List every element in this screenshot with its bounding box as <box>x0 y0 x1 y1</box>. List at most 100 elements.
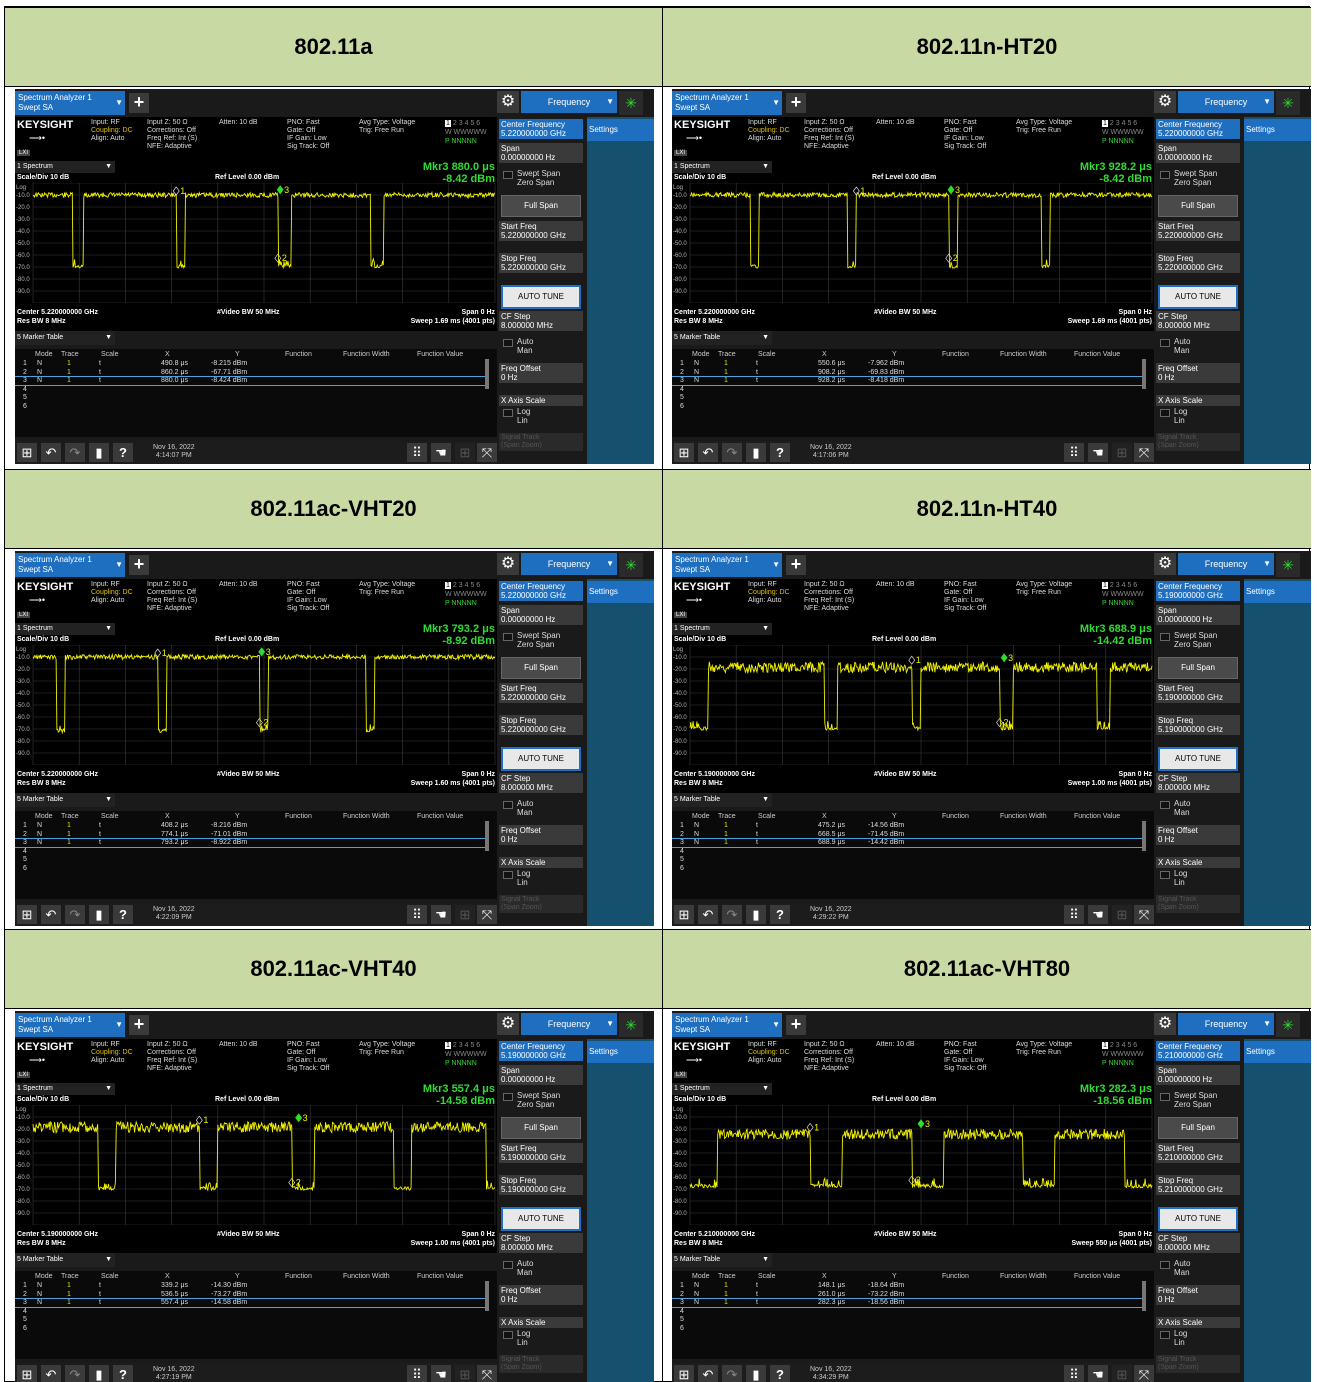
log-lin-toggle[interactable]: Log Lin <box>499 869 583 887</box>
view-selector[interactable]: 1 Spectrum ▼ <box>672 1083 772 1095</box>
marker-table-selector[interactable]: 5 Marker Table ▼ <box>672 1253 772 1267</box>
add-screen-button[interactable]: + <box>786 1015 806 1035</box>
windows-icon[interactable]: ⊞ <box>674 905 694 924</box>
windows-icon[interactable]: ⊞ <box>674 443 694 462</box>
table-row[interactable]: 5 <box>15 394 485 402</box>
add-screen-button[interactable]: + <box>129 555 149 575</box>
stop-freq-key[interactable]: Stop Freq 5.220000000 GHz <box>499 715 583 735</box>
add-screen-button[interactable]: + <box>786 555 806 575</box>
undo-icon[interactable]: ↶ <box>698 443 718 462</box>
add-screen-button[interactable]: + <box>129 93 149 113</box>
freq-offset-key[interactable]: Freq Offset 0 Hz <box>1156 363 1240 383</box>
multi-window-icon[interactable]: ⊞ <box>1112 443 1132 462</box>
table-row[interactable]: 1 N 1 t 408.2 μs -8.216 dBm <box>15 822 485 830</box>
file-icon[interactable]: ▮ <box>746 1365 766 1382</box>
freq-offset-key[interactable]: Freq Offset 0 Hz <box>1156 1285 1240 1305</box>
touch-icon[interactable]: ☚ <box>1088 905 1108 924</box>
swept-zero-toggle[interactable]: Swept Span Zero Span <box>1156 169 1240 187</box>
fullscreen-icon[interactable]: ⤧ <box>1134 443 1154 462</box>
freq-offset-key[interactable]: Freq Offset 0 Hz <box>499 1285 583 1305</box>
mode-selector[interactable]: Spectrum Analyzer 1 Swept SA ▼ <box>672 91 782 115</box>
redo-icon[interactable]: ↷ <box>722 905 742 924</box>
scrollbar[interactable] <box>485 821 489 851</box>
auto-tune-button[interactable]: AUTO TUNE <box>501 1207 581 1231</box>
view-selector[interactable]: 1 Spectrum ▼ <box>15 1083 115 1095</box>
help-icon[interactable]: ? <box>770 1365 790 1382</box>
keypad-icon[interactable]: ⠿ <box>1064 1365 1084 1382</box>
center-frequency-key[interactable]: Center Frequency 5.190000000 GHz <box>1156 581 1240 601</box>
gear-icon[interactable]: ⚙ <box>1154 553 1176 575</box>
fullscreen-icon[interactable]: ⤧ <box>477 1365 497 1382</box>
undo-icon[interactable]: ↶ <box>698 1365 718 1382</box>
span-key[interactable]: Span 0.00000000 Hz <box>1156 605 1240 625</box>
start-freq-key[interactable]: Start Freq 5.190000000 GHz <box>1156 683 1240 703</box>
redo-icon[interactable]: ↷ <box>65 443 85 462</box>
swept-zero-toggle[interactable]: Swept Span Zero Span <box>499 169 583 187</box>
file-icon[interactable]: ▮ <box>89 1365 109 1382</box>
table-row[interactable]: 1 N 1 t 550.6 μs -7.962 dBm <box>672 360 1142 368</box>
signal-track-key[interactable]: Signal Track (Span Zoom) <box>1156 433 1240 451</box>
full-span-button[interactable]: Full Span <box>501 1117 581 1139</box>
swept-zero-toggle[interactable]: Swept Span Zero Span <box>1156 631 1240 649</box>
gear-icon[interactable]: ⚙ <box>497 1013 519 1035</box>
table-row[interactable]: 3 N 1 t 688.9 μs -14.42 dBm <box>672 838 1143 848</box>
signal-track-key[interactable]: Signal Track (Span Zoom) <box>499 1355 583 1373</box>
trace-plot[interactable]: -10.0 -20.0 -30.0 -40.0 -50.0 -60.0 -70.0 -80.0… <box>15 645 497 765</box>
keypad-icon[interactable]: ⠿ <box>1064 443 1084 462</box>
table-row[interactable]: 4 <box>15 1308 485 1316</box>
trace-plot[interactable]: -10.0 -20.0 -30.0 -40.0 -50.0 -60.0 -70.0 -80.0… <box>672 1105 1154 1225</box>
auto-man-toggle[interactable]: Auto Man <box>499 1259 583 1277</box>
marker-table-selector[interactable]: 5 Marker Table ▼ <box>672 793 772 807</box>
table-row[interactable]: 1 N 1 t 339.2 μs -14.30 dBm <box>15 1282 485 1290</box>
mode-selector[interactable]: Spectrum Analyzer 1 Swept SA ▼ <box>672 553 782 577</box>
auto-man-toggle[interactable]: Auto Man <box>1156 1259 1240 1277</box>
table-row[interactable]: 3 N 1 t 928.2 μs -8.418 dBm <box>672 376 1143 386</box>
gear-icon[interactable]: ⚙ <box>497 553 519 575</box>
signal-track-key[interactable]: Signal Track (Span Zoom) <box>499 895 583 913</box>
settings-tab[interactable]: Settings <box>1244 581 1311 603</box>
auto-tune-button[interactable]: AUTO TUNE <box>501 747 581 771</box>
swept-zero-toggle[interactable]: Swept Span Zero Span <box>499 631 583 649</box>
file-icon[interactable]: ▮ <box>746 905 766 924</box>
file-icon[interactable]: ▮ <box>89 905 109 924</box>
start-freq-key[interactable]: Start Freq 5.190000000 GHz <box>499 1143 583 1163</box>
add-screen-button[interactable]: + <box>129 1015 149 1035</box>
mode-selector[interactable]: Spectrum Analyzer 1 Swept SA ▼ <box>15 1013 125 1037</box>
center-frequency-key[interactable]: Center Frequency 5.220000000 GHz <box>499 581 583 601</box>
table-row[interactable]: 6 <box>672 1325 1142 1333</box>
signal-track-key[interactable]: Signal Track (Span Zoom) <box>1156 1355 1240 1373</box>
table-row[interactable]: 6 <box>672 865 1142 873</box>
x-axis-scale-key[interactable]: X Axis Scale <box>499 857 583 868</box>
table-row[interactable]: 5 <box>15 856 485 864</box>
start-freq-key[interactable]: Start Freq 5.220000000 GHz <box>499 221 583 241</box>
settings-tab[interactable]: Settings <box>587 119 654 141</box>
settings-tab[interactable]: Settings <box>587 581 654 603</box>
freq-offset-key[interactable]: Freq Offset 0 Hz <box>1156 825 1240 845</box>
undo-icon[interactable]: ↶ <box>698 905 718 924</box>
multi-window-icon[interactable]: ⊞ <box>455 443 475 462</box>
undo-icon[interactable]: ↶ <box>41 443 61 462</box>
full-span-button[interactable]: Full Span <box>1158 1117 1238 1139</box>
auto-man-toggle[interactable]: Auto Man <box>499 337 583 355</box>
table-row[interactable]: 2 N 1 t 860.2 μs -67.71 dBm <box>15 369 485 377</box>
gear-icon[interactable]: ⚙ <box>497 91 519 113</box>
touch-icon[interactable]: ☚ <box>1088 443 1108 462</box>
fullscreen-icon[interactable]: ⤧ <box>1134 1365 1154 1382</box>
stop-freq-key[interactable]: Stop Freq 5.220000000 GHz <box>1156 253 1240 273</box>
x-axis-scale-key[interactable]: X Axis Scale <box>1156 1317 1240 1328</box>
view-selector[interactable]: 1 Spectrum ▼ <box>15 623 115 635</box>
help-icon[interactable]: ? <box>113 905 133 924</box>
marker-table-selector[interactable]: 5 Marker Table ▼ <box>15 793 115 807</box>
file-icon[interactable]: ▮ <box>746 443 766 462</box>
center-frequency-key[interactable]: Center Frequency 5.220000000 GHz <box>499 119 583 139</box>
log-lin-toggle[interactable]: Log Lin <box>499 407 583 425</box>
file-icon[interactable]: ▮ <box>89 443 109 462</box>
help-icon[interactable]: ? <box>113 1365 133 1382</box>
freq-offset-key[interactable]: Freq Offset 0 Hz <box>499 825 583 845</box>
multi-window-icon[interactable]: ⊞ <box>455 905 475 924</box>
redo-icon[interactable]: ↷ <box>65 1365 85 1382</box>
trace-plot[interactable]: -10.0 -20.0 -30.0 -40.0 -50.0 -60.0 -70.0 -80.0… <box>15 1105 497 1225</box>
table-row[interactable]: 2 N 1 t 668.5 μs -71.45 dBm <box>672 831 1142 839</box>
cf-step-key[interactable]: CF Step 8.000000 MHz <box>499 773 583 793</box>
auto-man-toggle[interactable]: Auto Man <box>1156 799 1240 817</box>
